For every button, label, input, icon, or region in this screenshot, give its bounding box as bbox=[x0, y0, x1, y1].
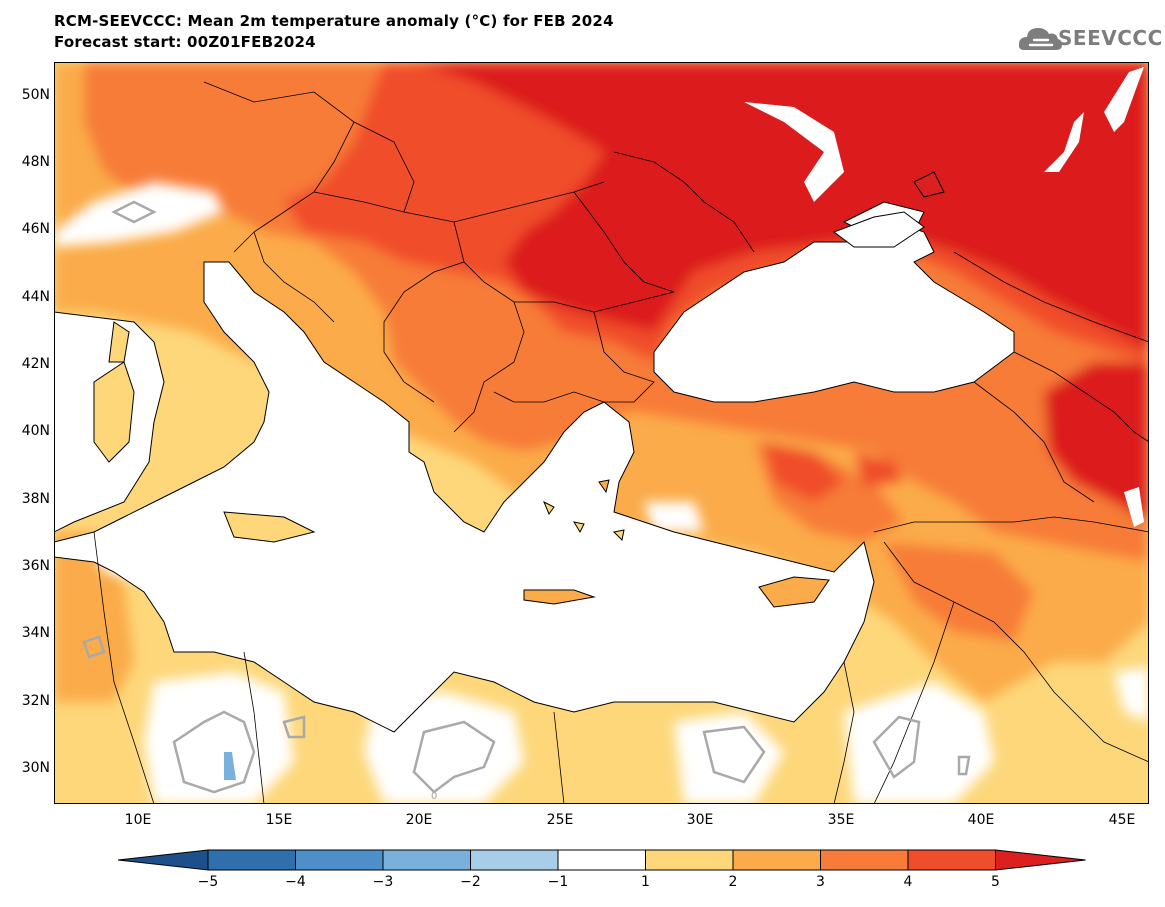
islands bbox=[93, 171, 945, 608]
lon-label: 40E bbox=[967, 812, 995, 828]
map-frame bbox=[54, 62, 1149, 804]
lat-label: 30N bbox=[21, 760, 50, 776]
colorbar-tick-label: −1 bbox=[547, 874, 569, 890]
missing-data-streak bbox=[744, 102, 844, 202]
colorbar-segment bbox=[995, 849, 1086, 871]
colorbar-segment bbox=[557, 849, 646, 871]
zero-contours bbox=[82, 200, 971, 794]
colorbar-segment bbox=[295, 849, 384, 871]
crimea-mask bbox=[832, 211, 925, 248]
colorbar-segment bbox=[382, 849, 471, 871]
lat-label: 42N bbox=[21, 356, 50, 372]
colorbar-tick-label: 3 bbox=[816, 874, 825, 890]
lat-label: 44N bbox=[21, 289, 50, 305]
lon-label: 25E bbox=[546, 812, 574, 828]
contour-label: 0 bbox=[431, 791, 437, 802]
temperature-anomaly-map: 0 bbox=[54, 62, 1149, 804]
colorbar-segment bbox=[207, 849, 296, 871]
lon-label: 45E bbox=[1108, 812, 1136, 828]
colorbar-tick-label: 4 bbox=[903, 874, 913, 890]
colorbar-tick-label: 1 bbox=[641, 874, 650, 890]
lon-label: 20E bbox=[405, 812, 433, 828]
colorbar-segment bbox=[907, 849, 996, 871]
lat-label: 46N bbox=[21, 221, 50, 237]
missing-data-streak bbox=[1124, 487, 1144, 527]
colorbar-segment bbox=[645, 849, 734, 871]
missing-data-streak bbox=[1044, 112, 1084, 172]
lat-label: 34N bbox=[21, 625, 50, 641]
colorbar-tick-label: −2 bbox=[460, 874, 481, 890]
colorbar-tick-label: 5 bbox=[991, 874, 1000, 890]
chart-title: RCM-SEEVCCC: Mean 2m temperature anomaly… bbox=[54, 12, 614, 30]
colorbar-tick-label: −4 bbox=[285, 874, 306, 890]
lon-label: 35E bbox=[827, 812, 855, 828]
lon-label: 15E bbox=[265, 812, 293, 828]
lon-label: 10E bbox=[124, 812, 152, 828]
lat-label: 32N bbox=[21, 693, 50, 709]
lat-label: 36N bbox=[21, 558, 50, 574]
missing-data-streak bbox=[1104, 67, 1144, 132]
colorbar-segment bbox=[820, 849, 909, 871]
colorbar-tick-label: 2 bbox=[728, 874, 738, 890]
lat-label: 40N bbox=[21, 423, 50, 439]
colorbar bbox=[118, 849, 1086, 871]
colorbar-segment bbox=[118, 849, 209, 871]
colorbar-tick-label: −5 bbox=[197, 874, 219, 890]
lon-label: 30E bbox=[686, 812, 714, 828]
lat-label: 38N bbox=[21, 491, 50, 507]
cloud-icon bbox=[1018, 28, 1062, 50]
anomaly-field-shading bbox=[54, 62, 1149, 702]
logo-text: SEEVCCC bbox=[1058, 26, 1163, 50]
country-borders bbox=[93, 81, 1149, 804]
colorbar-tick-label: −3 bbox=[372, 874, 394, 890]
negative-anomaly-patch bbox=[224, 752, 236, 780]
forecast-start-label: Forecast start: 00Z01FEB2024 bbox=[54, 33, 316, 51]
lat-label: 48N bbox=[21, 154, 50, 170]
colorbar-segment bbox=[470, 849, 559, 871]
colorbar-segment bbox=[732, 849, 821, 871]
lat-label: 50N bbox=[21, 87, 50, 103]
